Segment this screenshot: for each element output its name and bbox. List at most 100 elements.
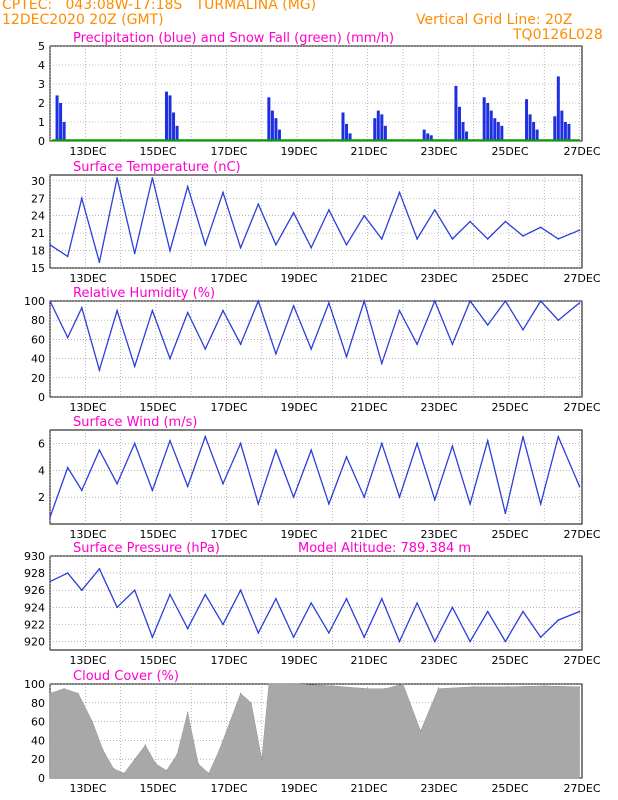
data-point — [257, 300, 260, 302]
data-point — [169, 439, 171, 442]
data-point — [257, 632, 260, 634]
data-point — [296, 683, 298, 685]
panel-title: Surface Temperature (nC) — [73, 160, 241, 175]
data-point — [240, 692, 242, 695]
data-point — [275, 597, 277, 600]
x-tick-label: 25DEC — [491, 401, 528, 414]
y-tick-label: 920 — [24, 635, 45, 648]
x-tick-label: 25DEC — [491, 272, 528, 285]
data-point — [310, 602, 313, 604]
data-point — [292, 211, 295, 214]
x-tick-label: 17DEC — [210, 528, 247, 541]
data-point — [539, 226, 542, 229]
y-tick-label: 926 — [24, 584, 45, 597]
y-tick-label: 18 — [31, 245, 45, 258]
y-tick-label: 924 — [24, 601, 45, 614]
data-point — [416, 343, 418, 346]
precip-bar — [175, 125, 179, 141]
data-point — [80, 306, 83, 309]
precip-bar — [556, 76, 560, 141]
data-point — [218, 749, 221, 751]
data-point — [522, 435, 524, 438]
precip-bar — [55, 95, 59, 141]
y-tick-label: 5 — [38, 40, 45, 53]
data-point — [186, 185, 189, 188]
data-point — [398, 309, 401, 312]
panel-3: 0 20 40 60 80 100 13DEC 15DEC 17DEC 19DEC 21DEC 23D… — [24, 286, 601, 414]
data-point — [275, 243, 277, 246]
data-point — [80, 589, 83, 591]
data-point — [155, 763, 157, 765]
x-tick-label: 23DEC — [420, 145, 457, 158]
data-point — [433, 209, 436, 211]
data-point — [98, 261, 101, 263]
precip-bar — [426, 133, 430, 141]
data-point — [133, 589, 136, 591]
panel-5: 920 922 924 926 928 930 13DEC 15DEC 17DEC 19DEC 21… — [24, 541, 601, 667]
data-point — [204, 348, 207, 350]
x-tick-label: 17DEC — [210, 145, 247, 158]
x-tick-label: 19DEC — [280, 654, 317, 667]
data-point — [522, 610, 524, 613]
panel-4: 2 4 6 13DEC 15DEC 17DEC 19DEC 21DEC 23DEC 25DEC 27… — [38, 415, 601, 541]
x-tick-label: 23DEC — [420, 528, 457, 541]
x-tick-label: 27DEC — [563, 782, 600, 795]
series-line — [49, 298, 580, 373]
precip-bar — [532, 122, 536, 141]
panel-title: Relative Humidity (%) — [73, 286, 215, 301]
precip-bar — [373, 118, 377, 141]
panel-title: Precipitation (blue) and Snow Fall (gree… — [73, 31, 394, 46]
data-point — [187, 711, 189, 713]
data-point — [144, 744, 146, 746]
y-tick-label: 4 — [38, 59, 45, 72]
data-point — [102, 749, 104, 751]
data-point — [250, 702, 252, 704]
data-point — [239, 343, 242, 346]
data-point — [398, 640, 401, 643]
data-point — [473, 686, 475, 688]
precip-bar — [383, 125, 387, 141]
precip-bar — [274, 118, 278, 141]
precip-bar — [553, 116, 557, 141]
data-point — [363, 300, 365, 302]
data-point — [239, 246, 242, 249]
x-tick-label: 15DEC — [139, 145, 176, 158]
y-tick-label: 40 — [31, 734, 45, 747]
data-point — [469, 220, 471, 223]
panel-1: 0 1 2 3 4 5 13DEC 15DEC 17DEC 19DEC 21DEC 23DEC 25DE… — [38, 31, 601, 158]
y-tick-label: 15 — [31, 262, 45, 275]
precip-bar — [376, 110, 380, 141]
data-point — [204, 593, 207, 596]
x-tick-label: 21DEC — [350, 145, 387, 158]
data-point — [49, 692, 51, 695]
data-point — [222, 309, 224, 312]
data-point — [557, 319, 560, 322]
data-point — [578, 229, 581, 232]
data-point — [504, 220, 507, 223]
x-tick-label: 13DEC — [69, 401, 106, 414]
data-point — [469, 640, 471, 643]
precip-bar — [62, 122, 66, 141]
data-point — [66, 466, 69, 469]
x-tick-label: 19DEC — [280, 401, 317, 414]
data-point — [116, 177, 118, 179]
y-tick-label: 21 — [31, 227, 45, 240]
data-point — [91, 721, 93, 723]
data-point — [328, 632, 330, 634]
x-tick-label: 15DEC — [139, 272, 176, 285]
data-point — [486, 238, 489, 240]
x-tick-label: 15DEC — [139, 782, 176, 795]
data-point — [151, 309, 154, 312]
x-tick-label: 21DEC — [350, 272, 387, 285]
precip-bar — [270, 110, 274, 141]
data-point — [165, 769, 168, 772]
precip-bar — [535, 129, 539, 141]
data-point — [186, 311, 189, 314]
model-code: TQ0126L028 — [513, 27, 603, 43]
data-point — [257, 503, 260, 505]
precip-bar — [422, 129, 426, 141]
series-line — [49, 177, 580, 263]
data-point — [398, 496, 401, 498]
data-point — [328, 209, 330, 211]
data-point — [416, 602, 418, 604]
